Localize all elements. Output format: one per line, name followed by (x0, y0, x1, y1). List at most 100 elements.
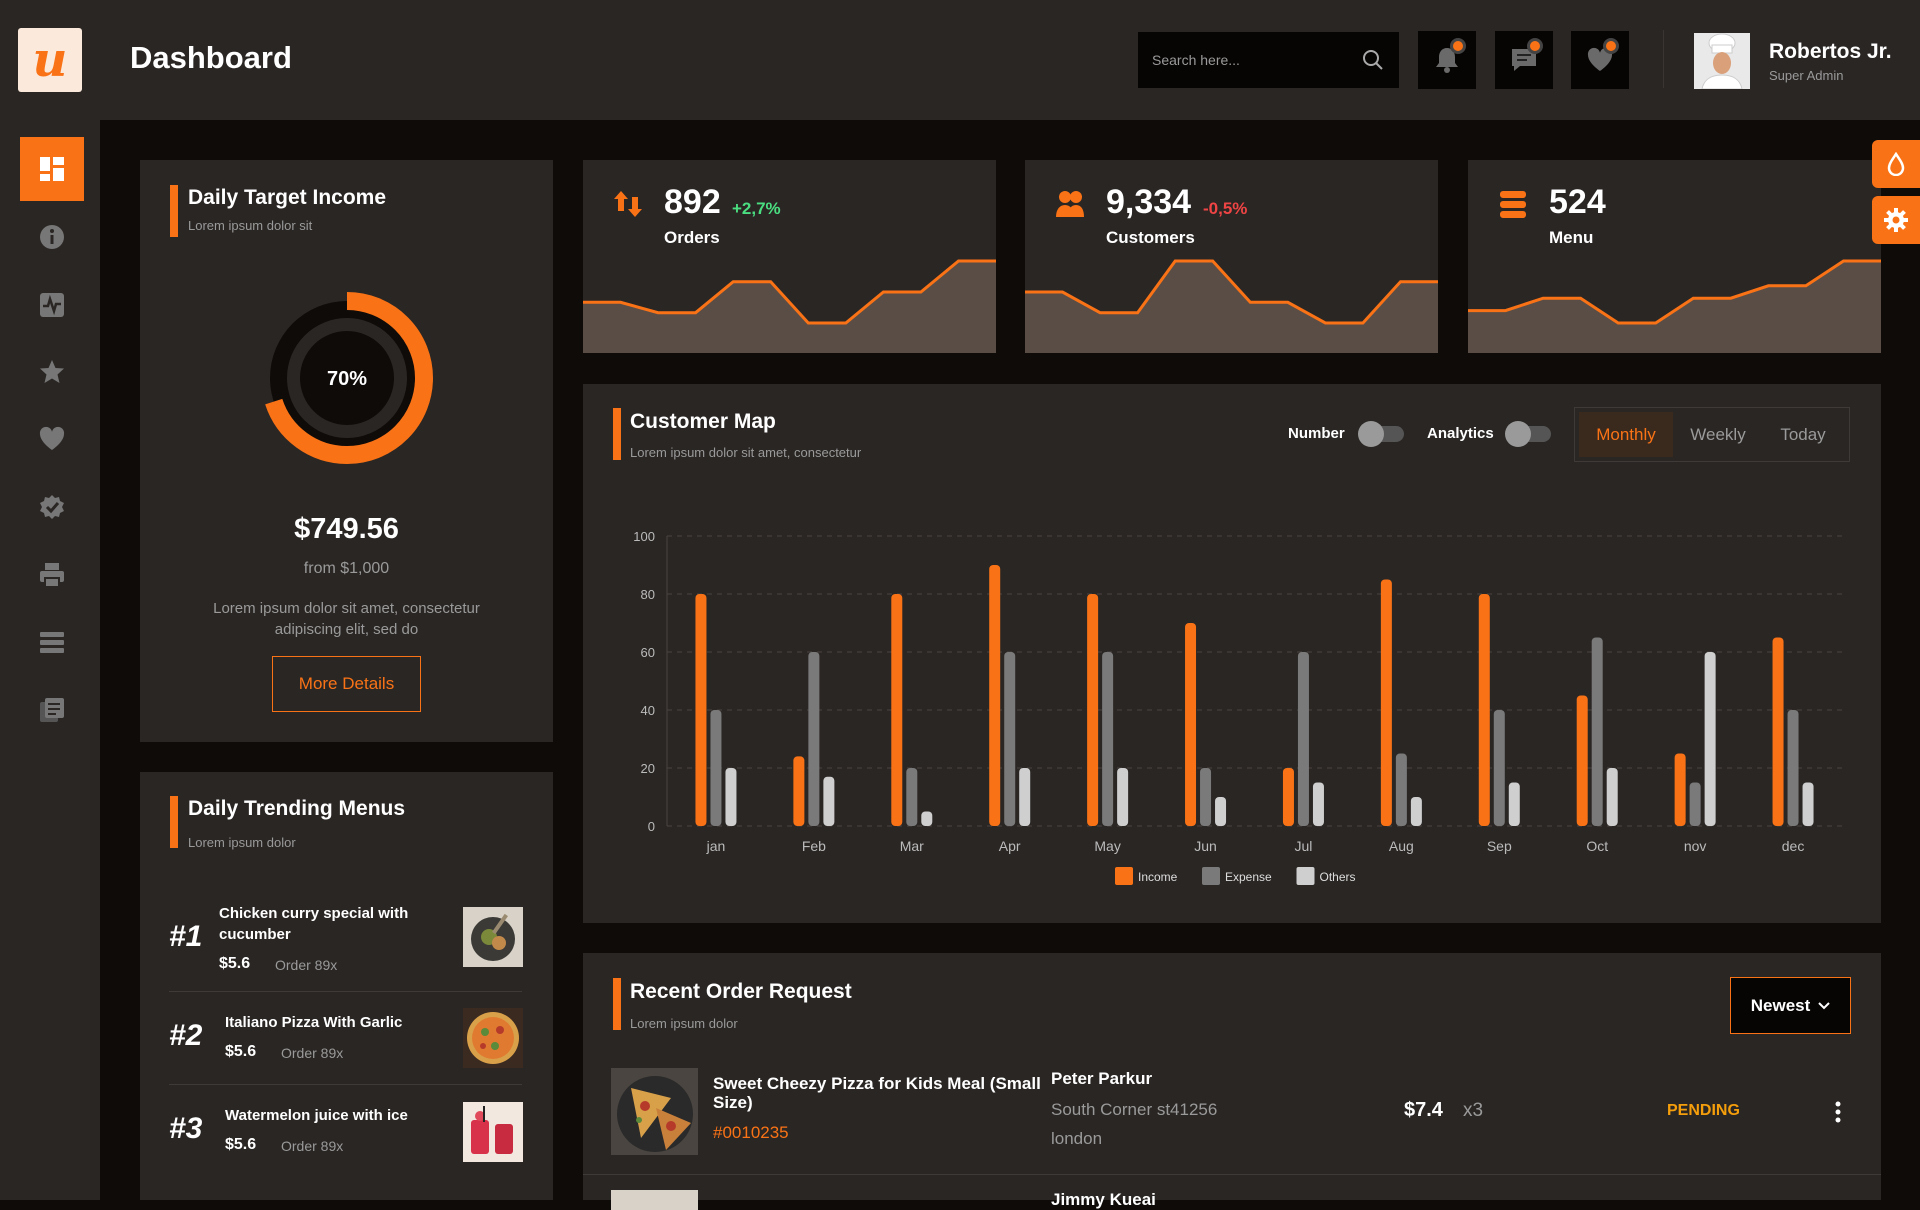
stat-card-customers[interactable]: 9,334 -0,5% Customers (1025, 160, 1438, 353)
bar-expense-jun[interactable] (1200, 768, 1212, 826)
tab-weekly[interactable]: Weekly (1690, 424, 1746, 444)
stat-card-menu[interactable]: 524 Menu (1468, 160, 1881, 353)
messages-button[interactable] (1495, 31, 1553, 89)
bar-expense-may[interactable] (1102, 652, 1114, 826)
order-id[interactable]: #0010235 (713, 1123, 789, 1142)
x-tick-label: Aug (1389, 838, 1414, 854)
trend-price: $5.6 (225, 1136, 257, 1153)
search-input[interactable] (1152, 52, 1361, 68)
bar-income-sep[interactable] (1478, 594, 1490, 826)
nav-documents[interactable] (20, 678, 84, 742)
search-icon[interactable] (1361, 48, 1385, 72)
bar-income-apr[interactable] (989, 565, 1001, 826)
sparkline-area (1025, 261, 1438, 353)
bar-others-apr[interactable] (1019, 768, 1031, 826)
bar-others-oct[interactable] (1606, 768, 1618, 826)
legend-label[interactable]: Income (1138, 870, 1178, 884)
stat-label: Menu (1549, 228, 1594, 247)
stat-value: 524 (1549, 183, 1606, 221)
bar-income-jan[interactable] (695, 594, 707, 826)
bar-expense-nov[interactable] (1689, 782, 1701, 827)
tab-today[interactable]: Today (1780, 424, 1826, 444)
bar-expense-feb[interactable] (808, 652, 820, 826)
nav-print[interactable] (20, 543, 84, 607)
bar-others-dec[interactable] (1802, 782, 1814, 827)
bar-expense-oct[interactable] (1591, 637, 1603, 827)
bar-others-jun[interactable] (1215, 797, 1227, 826)
bar-income-may[interactable] (1087, 594, 1099, 826)
app-logo[interactable]: u (18, 28, 82, 92)
recent-orders-card: Recent Order Request Lorem ipsum dolor N… (583, 953, 1881, 1210)
bar-others-jan[interactable] (725, 768, 737, 826)
nav-info[interactable] (20, 205, 84, 269)
more-options-icon[interactable] (1835, 1101, 1841, 1123)
food-thumbnail[interactable] (463, 1102, 523, 1162)
card-subtitle: Lorem ipsum dolor sit (188, 218, 313, 233)
settings-button[interactable] (1872, 196, 1920, 244)
favorites-button[interactable] (1571, 31, 1629, 89)
order-thumbnail[interactable] (611, 1068, 698, 1155)
trend-name-line1[interactable]: Chicken curry special with (219, 905, 409, 922)
bar-expense-mar[interactable] (906, 768, 918, 826)
y-tick-label: 100 (633, 529, 655, 544)
nav-verified[interactable] (20, 475, 84, 539)
bar-expense-apr[interactable] (1004, 652, 1016, 826)
bar-income-nov[interactable] (1674, 753, 1686, 827)
y-tick-label: 0 (648, 819, 655, 834)
bar-income-oct[interactable] (1576, 695, 1588, 827)
analytics-toggle[interactable] (1505, 421, 1551, 447)
bar-others-feb[interactable] (823, 776, 835, 826)
nav-liked[interactable] (20, 407, 84, 471)
bar-income-feb[interactable] (793, 756, 805, 826)
nav-list[interactable] (20, 610, 84, 674)
food-thumbnail[interactable] (463, 1008, 523, 1068)
bar-income-jun[interactable] (1185, 623, 1197, 826)
accent-bar (613, 408, 621, 460)
bar-expense-aug[interactable] (1395, 753, 1407, 827)
bar-income-jul[interactable] (1282, 768, 1294, 826)
nav-activity[interactable] (20, 273, 84, 337)
nav-dashboard[interactable] (20, 137, 84, 201)
bar-others-may[interactable] (1117, 768, 1129, 826)
user-name[interactable]: Robertos Jr. (1769, 40, 1892, 63)
bar-income-mar[interactable] (891, 594, 903, 826)
number-toggle[interactable] (1358, 421, 1404, 447)
bar-income-dec[interactable] (1772, 637, 1784, 827)
card-subtitle: Lorem ipsum dolor (630, 1016, 738, 1031)
order-name-line1[interactable]: Sweet Cheezy Pizza for Kids Meal (Small (713, 1074, 1041, 1093)
bar-income-aug[interactable] (1380, 579, 1392, 827)
x-tick-label: nov (1684, 838, 1707, 854)
legend-label[interactable]: Expense (1225, 870, 1272, 884)
bar-others-mar[interactable] (921, 811, 933, 827)
more-details-button[interactable]: More Details (272, 656, 421, 712)
bar-others-aug[interactable] (1410, 797, 1422, 826)
trend-name-line1[interactable]: Watermelon juice with ice (225, 1107, 408, 1124)
bar-others-sep[interactable] (1508, 782, 1520, 827)
chat-icon (1512, 49, 1536, 71)
y-tick-label: 40 (641, 703, 655, 718)
order-address-line1: South Corner st41256 (1051, 1100, 1218, 1119)
bar-others-nov[interactable] (1704, 652, 1716, 826)
stat-card-orders[interactable]: 892 +2,7% Orders (583, 160, 996, 353)
trend-name-line2[interactable]: cucumber (219, 926, 291, 943)
bar-expense-jul[interactable] (1297, 652, 1309, 826)
trend-name-line1[interactable]: Italiano Pizza With Garlic (225, 1014, 403, 1031)
bar-expense-jan[interactable] (710, 710, 722, 826)
bar-others-jul[interactable] (1312, 782, 1324, 827)
nav-favorites[interactable] (20, 340, 84, 404)
order-name-line2[interactable]: Size) (713, 1093, 753, 1112)
legend-label[interactable]: Others (1320, 870, 1356, 884)
x-tick-label: Jun (1194, 838, 1217, 854)
printer-icon (40, 563, 64, 588)
food-thumbnail[interactable] (463, 907, 523, 967)
order-thumbnail[interactable] (611, 1190, 698, 1210)
bar-expense-dec[interactable] (1787, 710, 1799, 826)
avatar[interactable] (1694, 33, 1750, 89)
target-description-line1: Lorem ipsum dolor sit amet, consectetur (213, 600, 480, 617)
notification-button[interactable] (1418, 31, 1476, 89)
sort-dropdown[interactable]: Newest (1730, 977, 1851, 1034)
theme-color-button[interactable] (1872, 140, 1920, 188)
bar-expense-sep[interactable] (1493, 710, 1505, 826)
tab-monthly[interactable]: Monthly (1579, 412, 1673, 457)
sparkline-area (583, 261, 996, 353)
